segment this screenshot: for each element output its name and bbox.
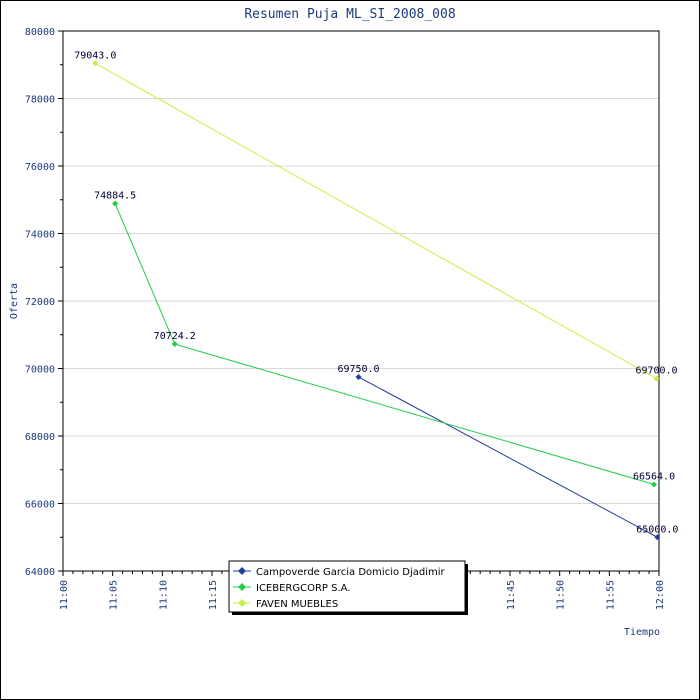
y-tick-label: 78000	[25, 95, 55, 106]
data-label: 69750.0	[337, 364, 379, 375]
y-tick-label: 64000	[25, 567, 55, 578]
data-point	[654, 534, 661, 541]
data-point	[355, 373, 362, 380]
data-point	[171, 341, 178, 348]
data-point	[92, 60, 99, 67]
series-line	[358, 376, 658, 538]
chart-title: Resumen Puja ML_SI_2008_008	[244, 7, 455, 22]
series-1: 69750.0 65000.0	[337, 364, 678, 541]
x-tick-label: 11:45	[506, 580, 517, 610]
data-label: 79043.0	[74, 50, 116, 61]
data-point	[651, 481, 658, 488]
data-label: 66564.0	[633, 471, 675, 482]
data-label: 70724.2	[154, 331, 196, 342]
data-label: 74884.5	[94, 191, 136, 202]
series-layer: 69750.0 65000.0 74884.5 70724.2 66564.0 79043…	[74, 50, 678, 541]
y-axis-ticks: 64000 66000 68000 70000 72000 74000 76000 78000…	[25, 27, 63, 578]
y-tick-label: 66000	[25, 500, 55, 511]
x-tick-label: 11:10	[158, 580, 169, 610]
legend-marker	[238, 567, 246, 575]
legend-label: Campoverde Garcia Domicio Djadimir	[256, 567, 446, 578]
series-3: 79043.0 69700.0	[74, 50, 678, 382]
y-tick-label: 70000	[25, 365, 55, 376]
x-axis-title: Tiempo	[624, 627, 660, 638]
legend: Campoverde Garcia Domicio Djadimir ICEBER…	[228, 560, 468, 615]
data-point	[653, 375, 660, 382]
x-tick-label: 11:50	[556, 580, 567, 610]
x-tick-label: 11:05	[109, 580, 120, 610]
x-tick-label: 11:15	[208, 580, 219, 610]
series-line	[95, 62, 657, 380]
data-label: 69700.0	[635, 366, 677, 377]
y-tick-label: 72000	[25, 297, 55, 308]
y-tick-label: 68000	[25, 432, 55, 443]
x-tick-label: 11:00	[59, 580, 70, 610]
data-point	[112, 200, 119, 207]
y-tick-label: 74000	[25, 230, 55, 241]
y-tick-label: 76000	[25, 162, 55, 173]
series-line	[114, 203, 655, 485]
x-tick-label: 11:55	[605, 580, 616, 610]
legend-label: ICEBERGCORP S.A.	[256, 583, 351, 594]
legend-label: FAVEN MUEBLES	[256, 599, 338, 610]
data-label: 65000.0	[636, 524, 678, 535]
y-tick-label: 80000	[25, 27, 55, 38]
legend-box	[228, 560, 466, 613]
legend-marker	[238, 599, 246, 607]
x-tick-label: 12:00	[655, 580, 666, 610]
y-axis-title: Oferta	[9, 283, 20, 319]
legend-marker	[238, 583, 246, 591]
series-2: 74884.5 70724.2 66564.0	[94, 191, 675, 488]
